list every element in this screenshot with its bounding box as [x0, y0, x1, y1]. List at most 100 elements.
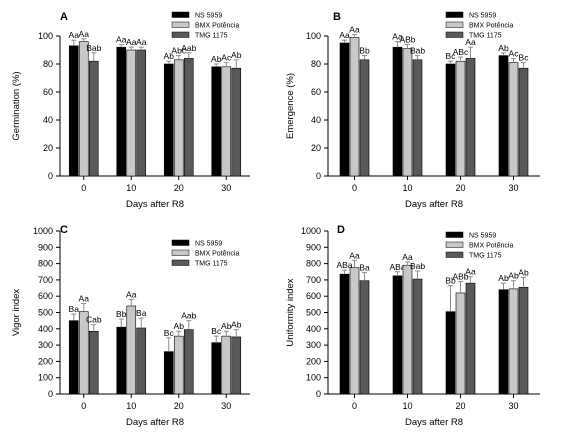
bar — [221, 66, 232, 177]
x-tick-label: 20 — [174, 401, 184, 411]
significance-label: Bb — [359, 46, 370, 56]
y-tick-label: 800 — [38, 259, 53, 269]
y-tick-label: 500 — [306, 308, 321, 318]
significance-label: ABc — [453, 47, 469, 57]
bar — [508, 62, 519, 177]
significance-label: Aa — [116, 34, 127, 44]
legend-label: BMX Potência — [195, 251, 239, 258]
panel-a: A 0 20 40 60 80 100 Germination (%) 0 10 20 30 Days … — [11, 11, 250, 210]
bar — [173, 59, 184, 177]
legend: NS 5959 BMX Potência TMG 1175 — [445, 231, 513, 260]
bar — [518, 67, 529, 177]
bar — [183, 329, 194, 395]
significance-label: Aa — [79, 294, 90, 304]
y-tick-label: 700 — [38, 275, 53, 285]
significance-label: Bb — [445, 276, 456, 286]
panel-letter: C — [60, 224, 68, 236]
y-tick-label: 600 — [38, 291, 53, 301]
legend-swatch — [445, 241, 464, 248]
y-tick-label: 400 — [38, 324, 53, 334]
x-axis-label: Days after R8 — [405, 199, 463, 210]
x-tick-label: 0 — [81, 401, 86, 411]
x-tick-label: 10 — [126, 401, 136, 411]
bar — [126, 305, 137, 395]
x-axis-label: Days after R8 — [405, 417, 463, 428]
x-tick-label: 30 — [508, 183, 518, 193]
significance-label: Aa — [465, 37, 476, 47]
y-tick-label: 80 — [43, 59, 53, 69]
legend-label: NS 5959 — [195, 241, 222, 248]
significance-label: Aa — [136, 37, 147, 47]
legend-swatch — [171, 259, 190, 266]
y-tick-label: 500 — [38, 308, 53, 318]
y-tick-label: 100 — [38, 31, 53, 41]
significance-label: Aa — [339, 30, 350, 40]
legend-label: TMG 1175 — [469, 33, 502, 40]
significance-label: Aa — [79, 29, 90, 39]
significance-label: Aa — [349, 25, 360, 35]
bar — [349, 267, 360, 395]
bar — [221, 335, 232, 395]
panel-letter: B — [333, 11, 341, 23]
significance-label: Ba — [359, 263, 370, 273]
x-tick-label: 20 — [455, 401, 465, 411]
bar — [402, 48, 413, 177]
legend-label: NS 5959 — [469, 13, 496, 20]
legend-swatch — [445, 31, 464, 38]
y-tick-label: 20 — [43, 143, 53, 153]
significance-label: Ba — [69, 304, 80, 314]
legend-label: BMX Potência — [195, 23, 239, 30]
y-axis-label: Uniformity index — [285, 278, 296, 346]
y-tick-label: 700 — [306, 275, 321, 285]
y-tick-label: 60 — [43, 87, 53, 97]
bar — [231, 67, 242, 177]
bar — [126, 49, 137, 177]
x-tick-label: 10 — [402, 183, 412, 193]
significance-label: Bb — [116, 309, 127, 319]
bar — [445, 311, 456, 395]
x-tick-label: 10 — [126, 183, 136, 193]
y-tick-label: 0 — [48, 171, 53, 181]
bar — [88, 60, 99, 177]
bar — [359, 59, 370, 177]
significance-label: Aab — [181, 311, 196, 321]
bar — [392, 275, 403, 395]
x-tick-label: 30 — [508, 401, 518, 411]
bar — [359, 280, 370, 395]
bar — [183, 58, 194, 177]
bar — [211, 66, 222, 177]
x-tick-label: 0 — [81, 183, 86, 193]
x-tick-label: 0 — [352, 401, 357, 411]
legend-swatch — [445, 21, 464, 28]
bar — [498, 55, 509, 177]
significance-label: Aab — [181, 43, 196, 53]
bar — [68, 45, 79, 177]
legend-label: BMX Potência — [469, 23, 513, 30]
y-tick-label: 0 — [48, 389, 53, 399]
significance-label: Abc — [171, 46, 186, 56]
y-tick-label: 900 — [306, 242, 321, 252]
y-tick-label: 100 — [306, 31, 321, 41]
significance-label: ABb — [452, 272, 468, 282]
bar — [465, 58, 476, 177]
y-tick-label: 400 — [306, 324, 321, 334]
bar — [455, 60, 466, 177]
bar — [173, 335, 184, 395]
x-tick-label: 20 — [455, 183, 465, 193]
significance-label: Bab — [410, 261, 425, 271]
bar — [88, 330, 99, 395]
significance-label: Aa — [465, 267, 476, 277]
significance-label: Bab — [410, 46, 425, 56]
legend-label: TMG 1175 — [469, 253, 502, 260]
y-tick-label: 200 — [38, 356, 53, 366]
significance-label: Bc — [211, 326, 222, 336]
x-axis-label: Days after R8 — [126, 199, 184, 210]
significance-label: Ac — [509, 48, 520, 58]
significance-label: Ab — [231, 50, 242, 60]
y-tick-label: 60 — [311, 87, 321, 97]
significance-label: Ba — [136, 308, 147, 318]
y-tick-label: 900 — [38, 242, 53, 252]
legend-swatch — [171, 21, 190, 28]
significance-label: Aa — [69, 30, 80, 40]
